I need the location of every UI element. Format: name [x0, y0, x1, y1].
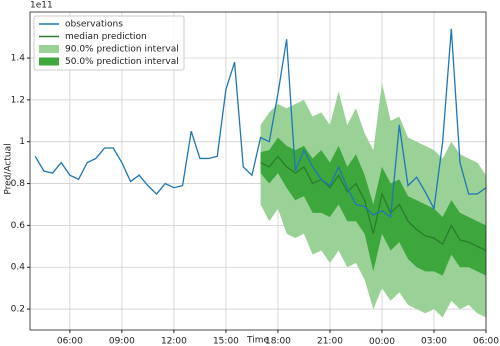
x-axis-label: Time: [246, 336, 269, 346]
y-tick-label: 0.6: [11, 221, 26, 231]
y-tick-label: 0.4: [11, 263, 26, 273]
x-tick-label: 12:00: [161, 337, 187, 346]
y-tick-label: 0.8: [11, 179, 26, 189]
y-tick-label: 0.2: [11, 305, 25, 315]
series-line: [260, 155, 487, 252]
y-tick-label: 1.4: [11, 54, 26, 64]
legend-box: [33, 15, 185, 71]
series-line: [34, 28, 487, 219]
legend-label: 50.0% prediction interval: [65, 57, 179, 67]
x-tick-label: 06:00: [473, 337, 499, 346]
offset-label: 1e11: [30, 1, 53, 11]
legend-swatch: [39, 45, 59, 53]
y-tick-label: 1.2: [11, 95, 25, 105]
x-tick-label: 00:0017-Oct: [367, 337, 398, 346]
y-tick-label: 1: [19, 137, 25, 147]
x-tick-label: 09:00: [109, 337, 135, 346]
legend-label: median prediction: [65, 32, 147, 42]
y-axis-label: Pred/Actual: [4, 143, 14, 194]
x-tick-label: 03:00: [421, 337, 447, 346]
legend-label: 90.0% prediction interval: [65, 45, 179, 55]
legend-label: observations: [65, 20, 123, 30]
x-tick-label: 21:00: [317, 337, 343, 346]
prediction-band: [260, 83, 486, 318]
x-tick-label: 18:00: [265, 337, 291, 346]
x-tick-label: 06:00: [57, 337, 83, 346]
legend-swatch: [39, 57, 59, 66]
x-tick-label: 15:00: [213, 337, 239, 346]
plot-frame: [29, 11, 487, 331]
x-tick-label-line: 00:00: [369, 337, 395, 346]
